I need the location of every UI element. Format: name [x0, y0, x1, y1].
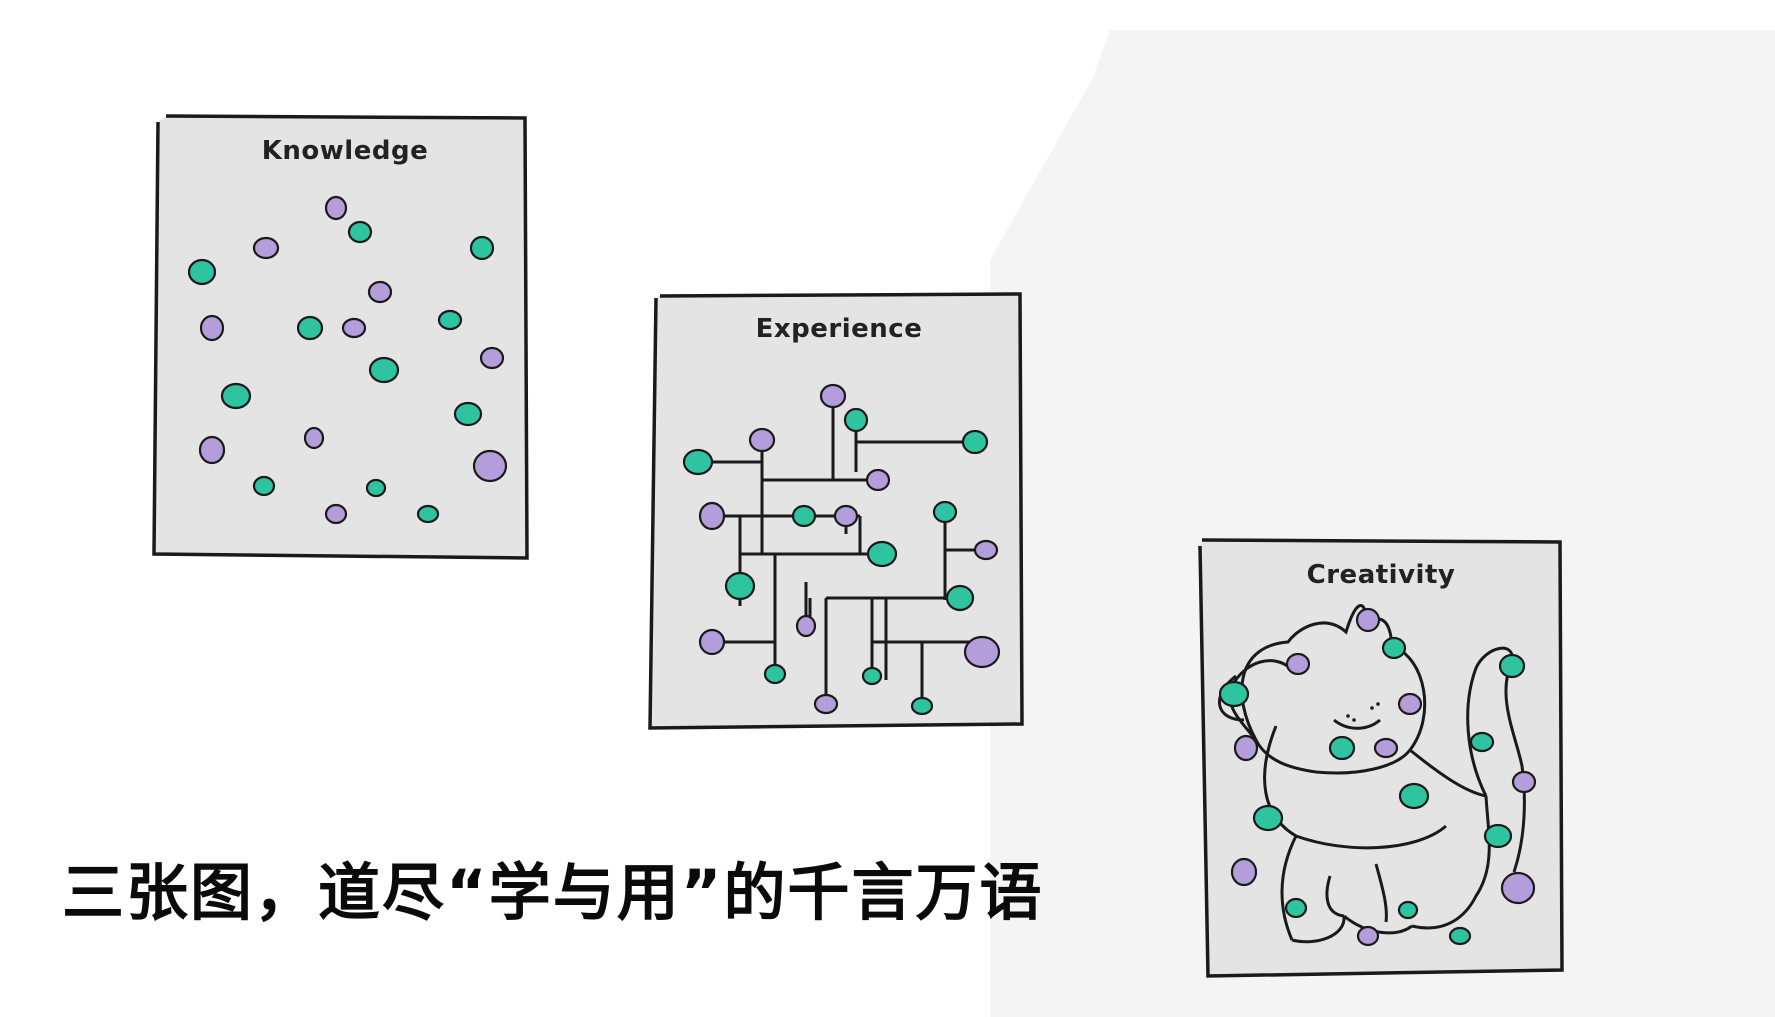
experience-title: Experience: [755, 314, 923, 344]
creativity-title: Creativity: [1306, 560, 1456, 590]
knowledge-card: Knowledge: [150, 112, 540, 560]
knowledge-title: Knowledge: [261, 136, 429, 166]
knowledge-illustration: [152, 114, 529, 560]
creativity-card: Creativity: [1196, 536, 1566, 978]
headline: 三张图，道尽“学与用”的千言万语: [62, 856, 1044, 929]
creativity-illustration: [1198, 538, 1564, 978]
experience-illustration: [648, 292, 1024, 730]
experience-card: Experience: [648, 290, 1028, 730]
